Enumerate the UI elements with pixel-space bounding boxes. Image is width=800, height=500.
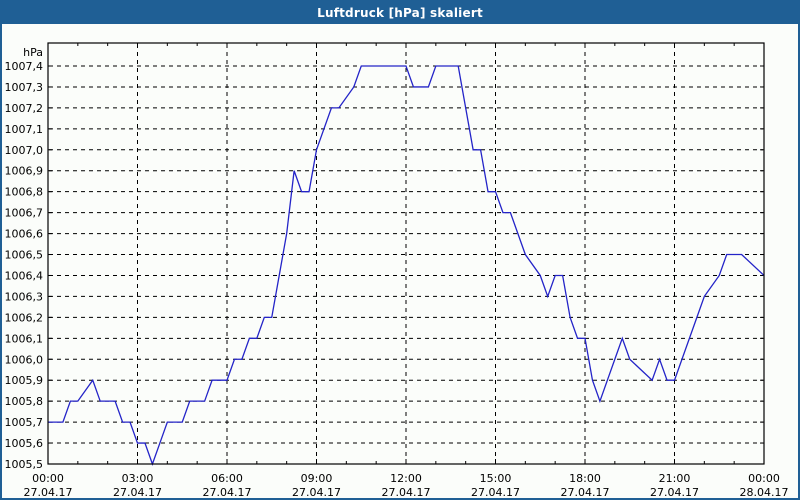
y-axis-tick-label: 1006,1 — [5, 332, 44, 345]
y-axis-tick-label: 1006,9 — [5, 165, 44, 178]
x-axis-time-label: 12:00 — [390, 472, 422, 485]
y-axis-tick-label: 1005,6 — [5, 437, 44, 450]
x-axis-labels: 00:0027.04.1703:0027.04.1706:0027.04.170… — [24, 472, 789, 498]
y-axis-labels: 1007,4 1007,3 1007,2 1007,1 1007,0 1006,9 1006… — [5, 60, 44, 471]
y-axis-tick-label: 1005,8 — [5, 395, 44, 408]
x-axis-date-label: 27.04.17 — [203, 486, 252, 498]
axis-frame — [47, 42, 765, 465]
x-axis-time-label: 00:00 — [748, 472, 780, 485]
y-axis-tick-label: 1006,5 — [5, 249, 44, 262]
y-axis-tick-label: 1007,2 — [5, 102, 44, 115]
horizontal-gridlines — [49, 65, 763, 465]
x-axis-time-label: 18:00 — [569, 472, 601, 485]
y-axis-tick-label: 1007,3 — [5, 81, 44, 94]
x-axis-date-label: 27.04.17 — [650, 486, 699, 498]
page-title: Luftdruck [hPa] skaliert — [317, 6, 483, 20]
x-axis-time-label: 03:00 — [122, 472, 154, 485]
y-axis-tick-label: 1006,4 — [5, 269, 44, 282]
x-axis-date-label: 28.04.17 — [740, 486, 789, 498]
x-axis-time-label: 09:00 — [301, 472, 333, 485]
y-axis-tick-label: 1006,8 — [5, 186, 44, 199]
y-axis-tick-label: 1006,3 — [5, 290, 44, 303]
pressure-line-chart: 1007,4 1007,3 1007,2 1007,1 1007,0 1006,9 1006… — [5, 42, 789, 498]
x-axis-date-label: 27.04.17 — [292, 486, 341, 498]
x-axis-date-label: 27.04.17 — [561, 486, 610, 498]
y-axis-tick-label: 1005,7 — [5, 416, 44, 429]
y-axis-tick-label: 1006,7 — [5, 207, 44, 220]
y-axis-tick-label: 1006,6 — [5, 228, 44, 241]
x-axis-date-label: 27.04.17 — [24, 486, 73, 498]
y-axis-tick-label: 1005,5 — [5, 458, 44, 471]
y-axis-tick-label: 1007,0 — [5, 144, 44, 157]
y-axis-tick-label: 1005,9 — [5, 374, 44, 387]
y-axis-tick-label: 1007,1 — [5, 123, 44, 136]
vertical-gridlines — [137, 44, 675, 463]
x-axis-date-label: 27.04.17 — [471, 486, 520, 498]
x-axis-date-label: 27.04.17 — [113, 486, 162, 498]
y-axis-tick-label: 1006,2 — [5, 311, 44, 324]
y-axis-tick-label: 1007,4 — [5, 60, 44, 73]
x-axis-time-label: 15:00 — [480, 472, 512, 485]
y-axis-unit-label: hPa — [23, 46, 43, 59]
plot-area: 1007,4 1007,3 1007,2 1007,1 1007,0 1006,9 1006… — [2, 24, 798, 498]
x-axis-time-label: 06:00 — [211, 472, 243, 485]
x-axis-time-label: 21:00 — [659, 472, 691, 485]
window-title-bar: Luftdruck [hPa] skaliert — [2, 2, 798, 24]
x-axis-date-label: 27.04.17 — [382, 486, 431, 498]
x-axis-time-label: 00:00 — [32, 472, 64, 485]
y-axis-tick-label: 1006,0 — [5, 353, 44, 366]
